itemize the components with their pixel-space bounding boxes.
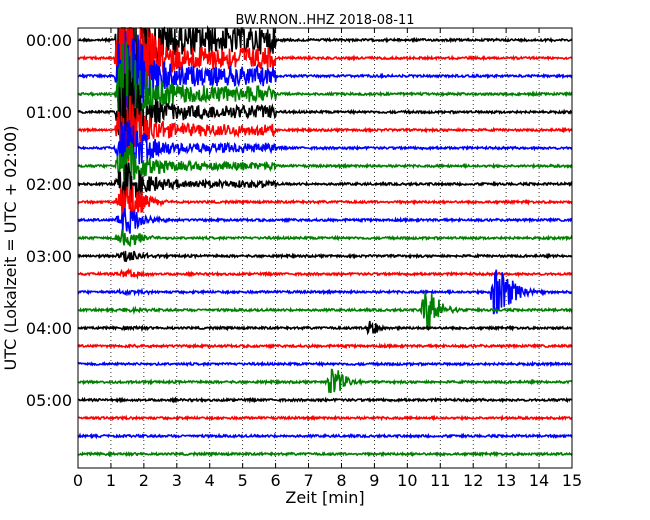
seismic-trace <box>78 25 573 109</box>
y-tick-label: 05:00 <box>26 391 72 410</box>
seismic-trace <box>77 414 573 422</box>
x-tick-label: 15 <box>562 471 582 490</box>
seismic-trace <box>77 450 573 458</box>
y-tick-label: 04:00 <box>26 319 72 338</box>
x-tick-label: 4 <box>205 471 215 490</box>
x-tick-label: 11 <box>430 471 450 490</box>
seismic-trace <box>77 432 573 440</box>
y-tick-label: 00:00 <box>26 31 72 50</box>
x-tick-label: 1 <box>106 471 116 490</box>
traces <box>77 25 573 458</box>
seismic-trace <box>77 30 573 133</box>
seismic-trace <box>77 267 573 280</box>
x-tick-label: 5 <box>238 471 248 490</box>
x-tick-label: 7 <box>303 471 313 490</box>
seismic-trace <box>77 368 573 394</box>
seismic-trace <box>77 360 573 368</box>
seismic-trace <box>77 185 573 221</box>
seismic-trace <box>77 228 573 248</box>
seismic-trace <box>77 269 573 315</box>
seismic-trace <box>77 396 573 404</box>
seismic-trace <box>77 95 573 168</box>
seismic-trace <box>77 27 573 128</box>
x-axis: 0 1 2 3 4 5 6 7 8 9 10 11 12 13 14 15 <box>73 28 582 490</box>
seismic-trace <box>77 292 573 331</box>
x-tick-label: 13 <box>496 471 516 490</box>
x-tick-label: 10 <box>397 471 417 490</box>
y-axis-title: UTC (Lokalzeit = UTC + 02:00) <box>1 126 20 371</box>
seismic-trace <box>77 250 573 262</box>
x-tick-label: 6 <box>271 471 281 490</box>
x-tick-label: 9 <box>369 471 379 490</box>
x-tick-label: 14 <box>529 471 549 490</box>
x-tick-label: 3 <box>172 471 182 490</box>
x-tick-label: 12 <box>463 471 483 490</box>
y-axis: 00:00 01:00 02:00 03:00 04:00 05:00 <box>26 31 83 410</box>
x-axis-title: Zeit [min] <box>285 488 364 507</box>
x-tick-label: 2 <box>139 471 149 490</box>
seismic-trace <box>77 320 573 336</box>
seismic-trace <box>77 69 573 156</box>
plot-frame <box>77 27 573 469</box>
x-tick-label: 8 <box>336 471 346 490</box>
y-tick-label: 01:00 <box>26 103 72 122</box>
seismic-trace <box>77 120 573 175</box>
vertical-grid <box>110 28 540 468</box>
seismic-trace <box>77 342 573 350</box>
chart-title: BW.RNON..HHZ 2018-08-11 <box>235 13 414 28</box>
y-tick-label: 02:00 <box>26 175 72 194</box>
seismic-trace <box>77 162 573 205</box>
seismic-trace <box>77 142 573 188</box>
seismic-trace <box>77 208 573 234</box>
y-tick-label: 03:00 <box>26 247 72 266</box>
x-tick-label: 0 <box>73 471 83 490</box>
